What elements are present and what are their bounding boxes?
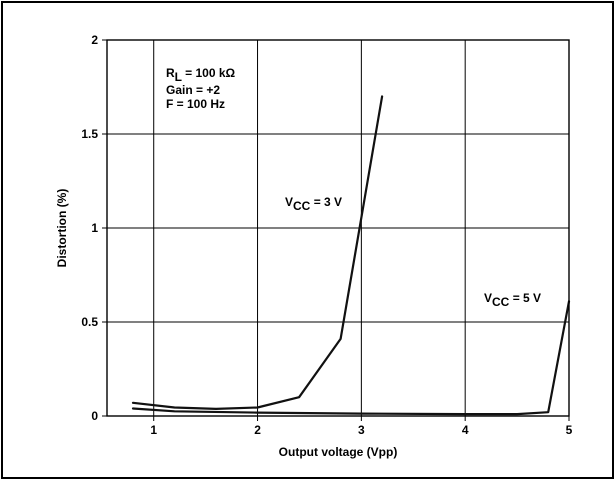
y-tick-label: 0.5 <box>81 315 98 329</box>
y-tick-label: 0 <box>91 409 98 423</box>
condition-load-resistance: RL = 100 kΩ <box>166 66 236 84</box>
condition-gain: Gain = +2 <box>166 83 220 97</box>
series-label-vcc-3v-subscript: CC <box>293 199 311 213</box>
series-label-vcc-5v-value: = 5 V <box>509 291 541 305</box>
series-label-vcc-3v-symbol: V <box>285 195 293 209</box>
y-axis-ticks: 0 0.5 1 1.5 2 <box>81 33 107 423</box>
x-tick-label: 4 <box>462 423 469 437</box>
y-axis-label: Distortion (%) <box>55 189 69 268</box>
x-axis-label: Output voltage (Vpp) <box>279 445 398 459</box>
chart-grid <box>107 40 569 416</box>
x-axis-ticks: 1 2 3 4 5 <box>150 416 573 437</box>
condition-load-value: = 100 kΩ <box>182 66 236 80</box>
x-tick-label: 1 <box>150 423 157 437</box>
y-tick-label: 2 <box>91 33 98 47</box>
x-tick-label: 5 <box>566 423 573 437</box>
series-line-vcc-5v <box>131 300 571 416</box>
condition-load-symbol: R <box>166 66 175 80</box>
x-tick-label: 2 <box>254 423 261 437</box>
x-tick-label: 3 <box>358 423 365 437</box>
series-label-vcc-3v: VCC = 3 V <box>285 195 342 213</box>
condition-frequency: F = 100 Hz <box>166 97 225 111</box>
series-label-vcc-5v-subscript: CC <box>492 295 510 309</box>
series-line-vcc-3v <box>131 95 384 410</box>
y-tick-label: 1 <box>91 221 98 235</box>
series-label-vcc-5v: VCC = 5 V <box>484 291 541 309</box>
chart-series <box>131 95 571 416</box>
series-label-vcc-3v-value: = 3 V <box>310 195 342 209</box>
series-label-vcc-5v-symbol: V <box>484 291 492 305</box>
y-tick-label: 1.5 <box>81 127 98 141</box>
condition-load-subscript: L <box>175 70 182 84</box>
